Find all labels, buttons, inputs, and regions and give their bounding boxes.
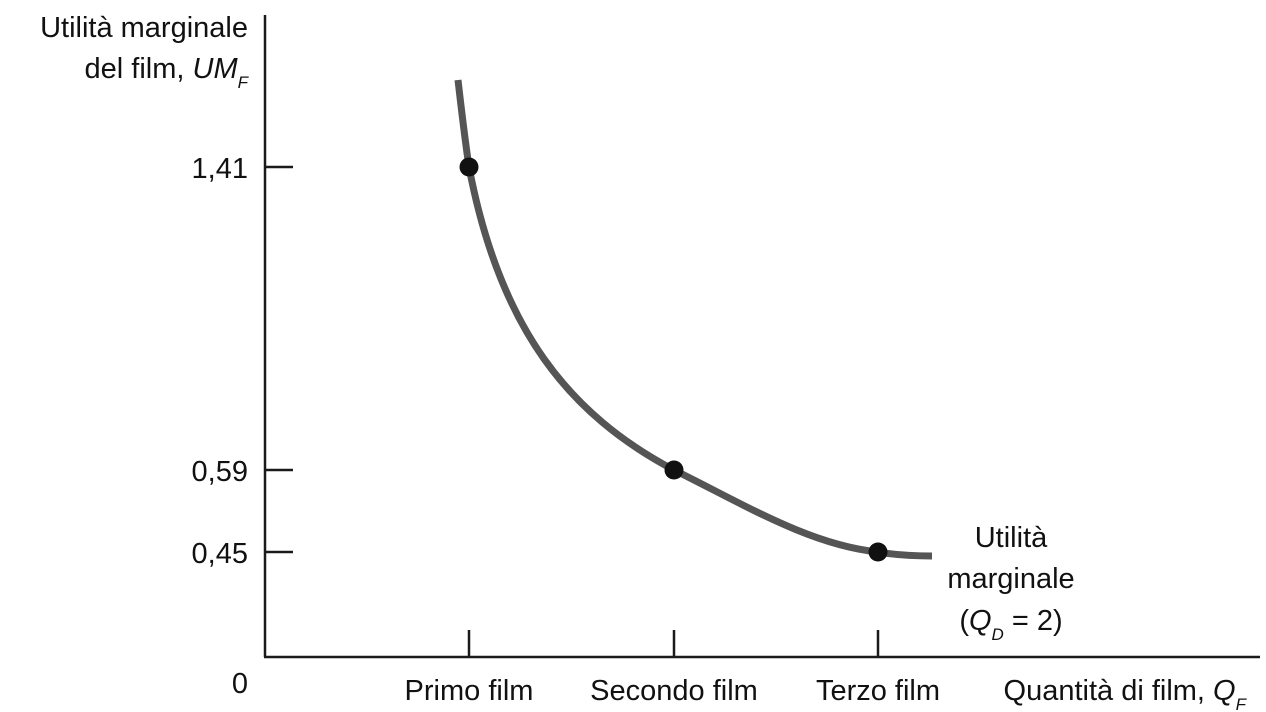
y-tick-1: 1,41 — [192, 153, 293, 185]
y-tick-2: 0,59 — [192, 456, 293, 488]
x-tick-label: Secondo film — [590, 675, 758, 707]
data-point-2 — [664, 460, 684, 480]
y-tick-3: 0,45 — [192, 538, 293, 570]
data-point-3 — [868, 542, 888, 562]
curve-label-line1: Utilità — [975, 522, 1048, 554]
y-tick-label: 0,45 — [192, 538, 248, 570]
y-axis-title-line1: Utilità marginale — [40, 12, 248, 44]
y-axis-title-line2: del film, UMF — [85, 53, 250, 92]
x-tick-1: Primo film — [405, 630, 534, 707]
x-axis-title: Quantità di film, QF — [1004, 675, 1248, 712]
origin-label: 0 — [232, 668, 248, 700]
y-tick-label: 0,59 — [192, 456, 248, 488]
curve-label-line3: (QD = 2) — [959, 605, 1062, 644]
x-tick-3: Terzo film — [816, 630, 940, 707]
data-point-1 — [459, 157, 479, 177]
curve-label-line2: marginale — [947, 563, 1074, 595]
x-tick-2: Secondo film — [590, 630, 758, 707]
x-tick-label: Primo film — [405, 675, 534, 707]
x-tick-label: Terzo film — [816, 675, 940, 707]
marginal-utility-curve — [454, 79, 933, 560]
y-tick-label: 1,41 — [192, 153, 248, 185]
data-points — [459, 157, 888, 562]
